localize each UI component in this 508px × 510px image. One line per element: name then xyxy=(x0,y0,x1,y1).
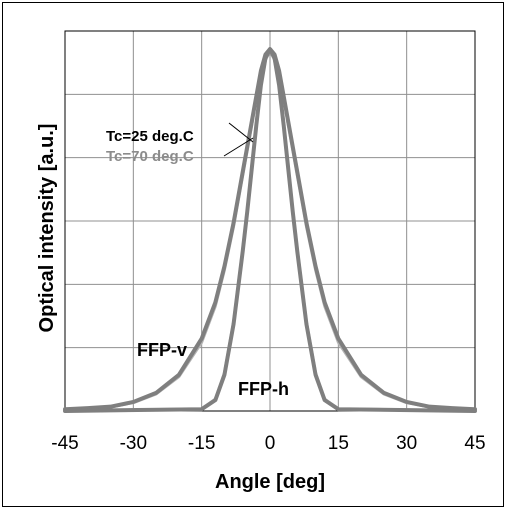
grid xyxy=(65,31,475,411)
annotation-ffp-h: FFP-h xyxy=(238,379,289,399)
annotation-ffp-v: FFP-v xyxy=(137,340,187,360)
x-tick-label: -15 xyxy=(188,433,215,454)
annotation-tc25: Tc=25 deg.C xyxy=(106,128,194,145)
x-tick-label: 15 xyxy=(328,433,349,454)
curves xyxy=(63,47,477,413)
plot-area xyxy=(64,30,476,412)
x-tick-label: 30 xyxy=(396,433,417,454)
x-tick-label: -45 xyxy=(51,433,78,454)
y-axis-title: Optical intensity [a.u.] xyxy=(36,124,58,333)
x-tick-labels: -45 -30 -15 0 15 30 45 xyxy=(51,433,485,454)
x-tick-label: 45 xyxy=(464,433,485,454)
annotation-tc70: Tc=70 deg.C xyxy=(106,148,194,165)
x-tick-label: -30 xyxy=(120,433,147,454)
tc25-leader-line xyxy=(228,122,254,143)
series-line-ffp-h-tc-25-deg-c xyxy=(63,47,477,413)
chart-frame xyxy=(2,2,504,507)
x-axis-title: Angle [deg] xyxy=(215,471,325,493)
x-tick-label: 0 xyxy=(265,433,276,454)
tc70-leader-line xyxy=(223,137,254,157)
